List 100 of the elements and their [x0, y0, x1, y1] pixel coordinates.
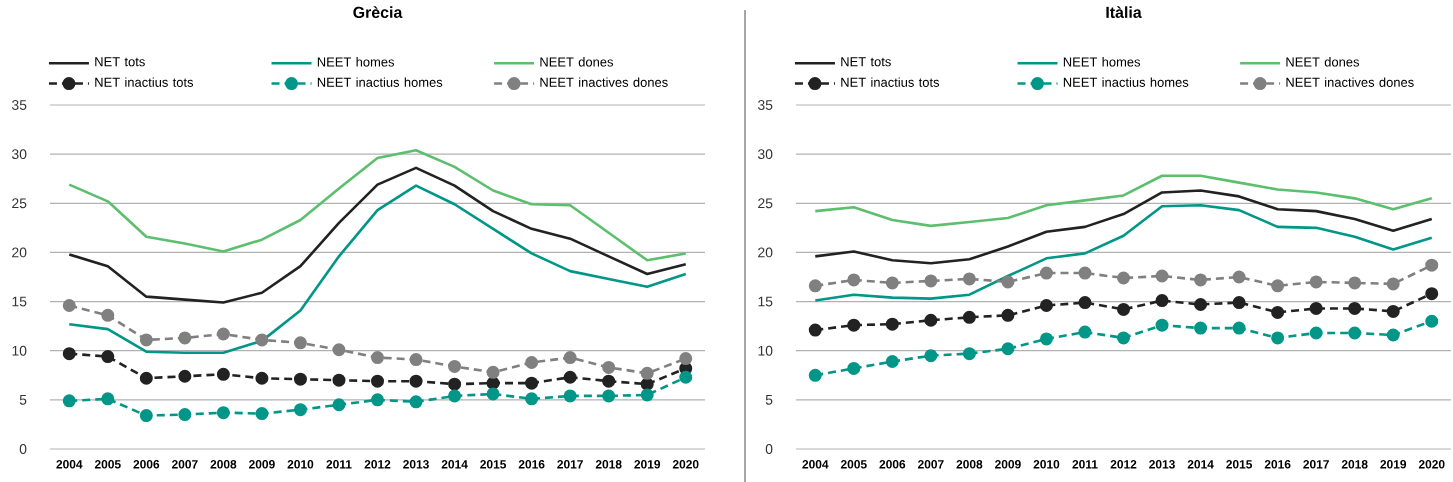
point [885, 355, 899, 369]
y-tick-label: 10 [758, 345, 773, 356]
point [1155, 318, 1169, 332]
point [679, 370, 693, 384]
line-series [813, 203, 1434, 302]
line-series [67, 148, 688, 262]
point [962, 347, 976, 361]
x-tick-label: 2013 [1149, 460, 1175, 469]
point [101, 392, 115, 406]
point [640, 388, 654, 402]
y-tick-label: 15 [758, 296, 773, 307]
point [563, 351, 577, 365]
point [62, 394, 76, 408]
point [139, 409, 153, 423]
point [1309, 275, 1323, 289]
point [409, 395, 423, 409]
point [1194, 273, 1208, 287]
y-tick-label: 0 [19, 444, 27, 454]
point [1001, 275, 1015, 289]
x-tick-label: 2016 [1264, 460, 1291, 469]
point [847, 361, 861, 375]
point [216, 406, 230, 420]
point [525, 376, 539, 390]
point [1425, 314, 1439, 328]
legend-label: NEET inactius homes [317, 77, 443, 87]
y-tick-label: 35 [757, 100, 773, 110]
point [924, 274, 938, 288]
point [808, 368, 822, 382]
point [1194, 298, 1208, 312]
x-tick-label: 2009 [249, 460, 275, 469]
point [332, 398, 346, 412]
x-tick-label: 2014 [441, 460, 468, 469]
point [332, 373, 346, 387]
x-tick-label: 2015 [480, 460, 507, 469]
point [1001, 342, 1015, 356]
point [1425, 287, 1439, 301]
y-tick-label: 15 [12, 296, 27, 307]
legend-label: NEET inactives dones [1286, 77, 1414, 87]
point [1117, 271, 1131, 285]
point [1155, 294, 1169, 308]
point [178, 369, 192, 383]
point [924, 313, 938, 327]
point [1386, 328, 1400, 342]
x-tick-label: 2013 [403, 460, 429, 469]
point [962, 310, 976, 324]
point [1271, 279, 1285, 293]
x-tick-label: 2018 [1341, 460, 1368, 469]
point [216, 367, 230, 381]
y-tick-label: 10 [12, 345, 27, 356]
point [486, 365, 500, 379]
point [371, 351, 384, 365]
x-tick-label: 2008 [956, 460, 983, 469]
point [1386, 277, 1400, 291]
point [1271, 331, 1285, 345]
x-tick-label: 2006 [879, 460, 906, 469]
point [448, 377, 462, 391]
point [679, 352, 693, 366]
point [602, 360, 616, 374]
point [1348, 326, 1362, 340]
point [1078, 325, 1092, 339]
point [847, 273, 861, 287]
x-tick-label: 2004 [56, 460, 83, 469]
y-tick-label: 30 [757, 149, 773, 160]
point [1078, 296, 1092, 310]
x-tick-label: 2008 [210, 460, 237, 469]
line-series [813, 189, 1434, 265]
point [178, 408, 192, 422]
point [448, 389, 462, 403]
line-series [813, 174, 1434, 228]
y-tick-label: 25 [758, 198, 773, 209]
legend-label: NET inactius tots [841, 77, 940, 87]
point [1386, 304, 1400, 318]
legend-label: NEET inactives dones [540, 77, 668, 87]
y-tick-label: 20 [758, 247, 773, 258]
y-tick-label: 25 [12, 198, 27, 209]
x-tick-label: 2010 [1033, 460, 1060, 469]
legend-label: NEET dones [1286, 57, 1360, 67]
x-tick-label: 2007 [171, 460, 198, 469]
x-tick-label: 2012 [1110, 460, 1137, 469]
point [1039, 332, 1053, 346]
point [1348, 276, 1362, 290]
x-tick-label: 2007 [917, 460, 944, 469]
x-tick-label: 2011 [326, 460, 352, 469]
point [1348, 301, 1362, 315]
point [1001, 308, 1015, 322]
point [602, 374, 616, 388]
point [332, 343, 346, 357]
point [255, 371, 269, 385]
point [1309, 301, 1323, 315]
point [293, 336, 307, 350]
point [1039, 266, 1053, 280]
x-tick-label: 2005 [840, 460, 867, 469]
point [924, 349, 938, 363]
point [448, 359, 462, 373]
x-tick-label: 2009 [995, 460, 1021, 469]
x-tick-label: 2020 [1418, 460, 1445, 469]
x-tick-label: 2012 [364, 460, 391, 469]
point [62, 347, 76, 361]
point [293, 403, 307, 417]
point [216, 327, 230, 341]
